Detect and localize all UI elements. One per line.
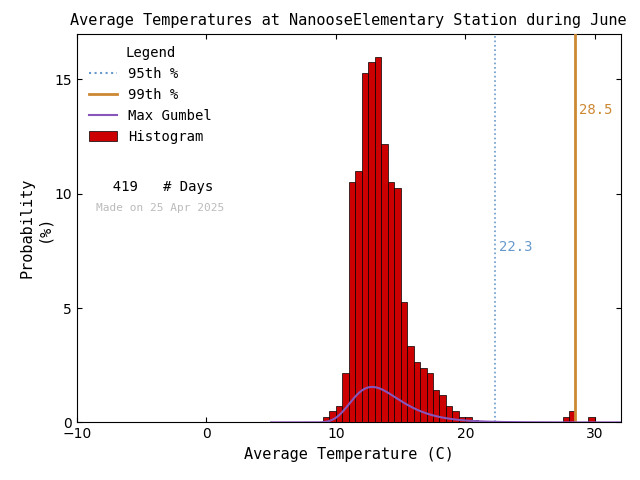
Bar <box>330 411 336 422</box>
Bar <box>588 417 595 422</box>
Bar <box>368 62 374 422</box>
Bar <box>472 420 478 422</box>
Bar <box>401 302 407 422</box>
Text: Made on 25 Apr 2025: Made on 25 Apr 2025 <box>96 203 224 213</box>
Title: Average Temperatures at NanooseElementary Station during June: Average Temperatures at NanooseElementar… <box>70 13 627 28</box>
Bar <box>459 417 465 422</box>
Text: 419   # Days: 419 # Days <box>96 180 213 194</box>
Bar <box>374 57 381 422</box>
Bar <box>394 188 401 422</box>
Bar <box>336 406 342 422</box>
Bar <box>452 411 459 422</box>
Bar <box>426 373 433 422</box>
Bar <box>323 417 330 422</box>
Bar <box>381 144 388 422</box>
Bar <box>349 182 355 422</box>
Bar <box>563 417 569 422</box>
Text: 28.5: 28.5 <box>579 103 613 117</box>
Bar <box>413 362 420 422</box>
Bar <box>433 390 440 422</box>
Bar <box>446 406 452 422</box>
Bar <box>569 411 575 422</box>
Bar <box>478 421 485 422</box>
Bar <box>465 417 472 422</box>
Bar <box>388 182 394 422</box>
Legend: 95th %, 99th %, Max Gumbel, Histogram: 95th %, 99th %, Max Gumbel, Histogram <box>84 40 218 149</box>
Bar <box>342 373 349 422</box>
Bar <box>420 368 426 422</box>
Y-axis label: Probability
(%): Probability (%) <box>19 178 52 278</box>
Bar <box>407 346 413 422</box>
Bar <box>362 73 368 422</box>
Text: 22.3: 22.3 <box>499 240 532 254</box>
Bar <box>355 171 362 422</box>
Bar <box>485 421 492 422</box>
X-axis label: Average Temperature (C): Average Temperature (C) <box>244 447 454 462</box>
Bar <box>440 395 446 422</box>
